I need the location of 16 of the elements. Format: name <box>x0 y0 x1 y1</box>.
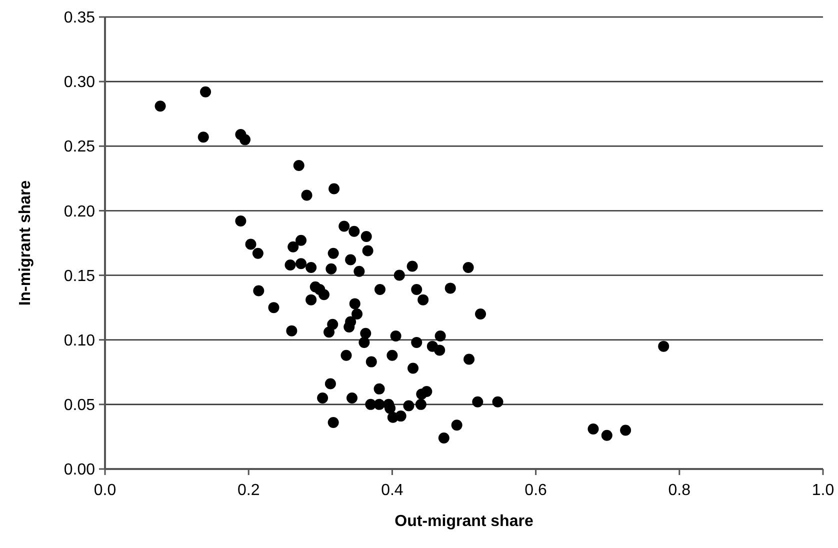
y-tick-label: 0.25 <box>64 138 96 156</box>
x-tick-label: 1.0 <box>812 482 834 499</box>
y-tick-label: 0.10 <box>64 332 96 350</box>
x-axis-title: Out-migrant share <box>394 513 534 530</box>
y-tick-label: 0.30 <box>64 74 96 92</box>
x-tick-label: 0.4 <box>381 482 404 499</box>
y-tick-label: 0.05 <box>64 397 96 414</box>
y-tick-label: 0.20 <box>64 203 96 220</box>
x-tick-label: 0.6 <box>524 482 548 499</box>
y-tick-label: 0.00 <box>64 462 96 479</box>
y-axis-title: In-migrant share <box>17 180 34 306</box>
y-tick-label: 0.35 <box>64 10 96 27</box>
y-tick-label: 0.15 <box>64 268 96 285</box>
x-tick-label: 0.8 <box>668 482 691 499</box>
x-tick-label: 0.0 <box>94 482 116 499</box>
x-tick-label: 0.2 <box>237 482 260 499</box>
